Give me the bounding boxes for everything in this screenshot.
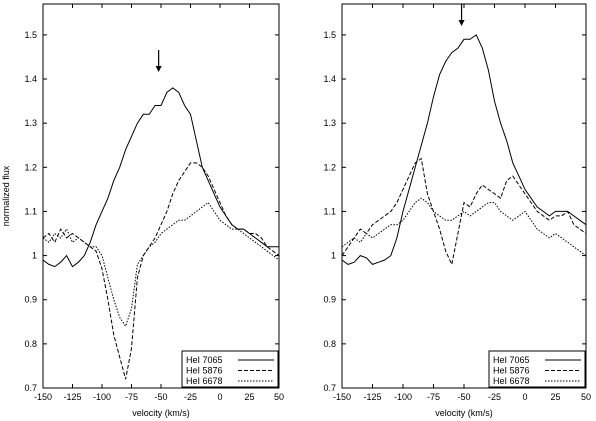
y-tick-label: 1.1 — [323, 206, 336, 216]
x-tick-label: -150 — [333, 392, 351, 402]
x-tick-label: 50 — [274, 392, 284, 402]
y-tick-label: 0.8 — [323, 339, 336, 349]
y-tick-label: 0.7 — [24, 383, 37, 393]
peak-arrow — [458, 4, 465, 26]
x-tick-label: 50 — [581, 392, 591, 402]
y-tick-label: 1.4 — [24, 74, 37, 84]
legend-entry-label: HeI 7065 — [186, 355, 223, 365]
x-axis-label: velocity (km/s) — [132, 408, 190, 418]
x-tick-label: -25 — [184, 392, 197, 402]
chart-panel-right: -150 -125 -100 -75 -50 -25 0 25 50 0.7 0.8 0.9 1 1.1 1… — [323, 3, 591, 418]
y-tick-label: 1.3 — [24, 118, 37, 128]
x-tick-label: -75 — [427, 392, 440, 402]
y-tick-label: 0.9 — [24, 295, 37, 305]
y-tick-label: 1.2 — [323, 162, 336, 172]
legend-entry-label: HeI 7065 — [493, 355, 530, 365]
y-tick-label: 1.3 — [323, 118, 336, 128]
x-tick-label: -125 — [63, 392, 81, 402]
y-axis-label: normalized flux — [1, 165, 11, 226]
x-tick-label: -25 — [488, 392, 501, 402]
x-tick-label: 25 — [550, 392, 560, 402]
y-tick-label: 0.7 — [323, 383, 336, 393]
series-line-1 — [341, 34, 587, 265]
x-tick-label: -125 — [363, 392, 381, 402]
x-tick-label: -100 — [93, 392, 111, 402]
x-tick-label: -100 — [394, 392, 412, 402]
x-tick-label: -50 — [457, 392, 470, 402]
x-axis-label: velocity (km/s) — [435, 408, 493, 418]
plot-frame — [42, 3, 280, 389]
x-tick-label: -75 — [125, 392, 138, 402]
y-tick-label: 1 — [331, 251, 336, 261]
y-tick-label: 1.5 — [24, 30, 37, 40]
series-line-2 — [42, 162, 280, 380]
y-tick-label: 1.5 — [323, 30, 336, 40]
legend-entry-label: HeI 5876 — [186, 366, 223, 376]
arrow-head — [458, 20, 465, 26]
y-tick-label: 1.2 — [24, 162, 37, 172]
peak-arrow — [155, 50, 162, 72]
y-tick-label: 1.1 — [24, 206, 37, 216]
x-tick-label: -150 — [34, 392, 52, 402]
x-tick-label: 0 — [217, 392, 222, 402]
legend-entry-label: HeI 6678 — [186, 376, 223, 386]
series-line-1 — [42, 87, 279, 268]
series-line-2 — [341, 157, 587, 267]
x-tick-label: 25 — [244, 392, 254, 402]
y-tick-label: 0.8 — [24, 339, 37, 349]
y-tick-label: 0.9 — [323, 295, 336, 305]
series-line-3 — [42, 201, 280, 328]
chart-panel-left: -150 -125 -100 -75 -50 -25 0 25 50 0.7 0.8 0.9 1 1.1 1… — [1, 3, 284, 418]
legend-entry-label: HeI 5876 — [493, 366, 530, 376]
arrow-head — [155, 66, 162, 72]
plot-frame — [341, 3, 587, 389]
y-tick-label: 1.4 — [323, 74, 336, 84]
x-tick-label: 0 — [522, 392, 527, 402]
y-tick-label: 1 — [32, 251, 37, 261]
legend-entry-label: HeI 6678 — [493, 376, 530, 386]
x-tick-label: -50 — [154, 392, 167, 402]
series-line-3 — [341, 197, 587, 257]
